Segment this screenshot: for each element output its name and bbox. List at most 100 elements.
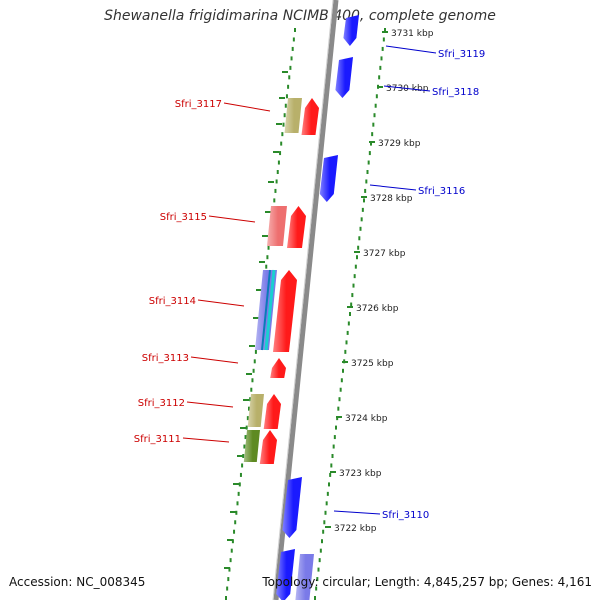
left-dotted-border [233,529,236,534]
left-dotted-border [249,397,252,402]
scale-tick-label: 3729 kbp [378,139,421,149]
right-dotted-border [318,558,321,563]
gene-block-3115 [267,206,287,246]
right-dotted-border [384,28,386,32]
right-dotted-border [314,596,316,600]
scale-tick-label: 3724 kbp [345,414,388,424]
left-dotted-border [235,510,238,515]
right-dotted-border [365,179,368,184]
forward-gene-leader [190,356,239,364]
right-dotted-border [367,160,370,165]
right-dotted-border [336,416,339,421]
right-dotted-border [354,264,357,269]
right-dotted-border [338,397,341,402]
left-dotted-border [244,435,247,440]
right-dotted-border [371,132,374,137]
left-dotted-border [246,416,249,421]
left-dotted-border [273,198,276,203]
scale-tick-label: 3727 kbp [363,249,406,259]
left-dotted-border [274,188,277,193]
reverse-gene-leader [385,45,437,54]
left-dotted-border [241,463,244,468]
forward-gene-3112 [263,394,281,429]
reverse-gene-3116 [319,155,338,202]
right-dotted-border [359,226,362,231]
genome-backbone-highlight [272,0,334,600]
forward-gene-label: Sfri_3111 [134,434,181,445]
right-dotted-border [374,103,377,108]
left-dotted-border [254,349,257,354]
forward-gene-leader [186,401,234,408]
reverse-gene-label: Sfri_3119 [438,49,485,60]
left-dotted-border [288,75,291,80]
left-dotted-border [281,132,284,137]
forward-gene-label: Sfri_3112 [138,398,185,409]
map-title: Shewanella frigidimarina NCIMB 400, comp… [104,8,496,24]
right-dotted-border [332,444,335,449]
left-dotted-border [294,28,296,32]
scale-tick-label: 3726 kbp [356,304,399,314]
left-dotted-border [250,387,253,392]
right-dotted-border [344,349,347,354]
right-dotted-border [379,65,382,70]
left-dotted-border [225,596,227,600]
right-dotted-border [347,321,350,326]
forward-gene-3111 [259,430,277,464]
left-dotted-border [277,160,280,165]
right-dotted-border [360,217,363,222]
left-dotted-border [230,548,233,553]
right-dotted-border [345,340,348,345]
reverse-gene-leader [369,184,417,191]
reverse-gene-3119 [343,15,359,46]
forward-gene-label: Sfri_3114 [149,296,196,307]
left-dotted-border [226,586,229,591]
left-dotted-border [290,56,293,61]
right-dotted-border [375,94,378,99]
left-dotted-border [265,264,268,269]
scale-tick-label: 3725 kbp [351,359,394,369]
right-dotted-border [372,122,375,127]
left-dotted-border [251,378,254,383]
left-dotted-border [253,359,256,364]
reverse-gene-label: Sfri_3110 [382,510,429,521]
left-dotted-border [228,567,231,572]
left-dotted-border [275,179,278,184]
reverse-gene-leader [383,85,431,92]
right-dotted-border [373,113,376,118]
scale-tick-label: 3723 kbp [339,469,382,479]
reverse-gene-label: Sfri_3116 [418,186,465,197]
right-dotted-border [335,425,337,430]
forward-gene-leader [223,102,271,112]
forward-gene-leader [197,299,245,307]
right-dotted-border [337,406,340,411]
forward-gene-label: Sfri_3115 [160,212,207,223]
left-dotted-border [287,84,290,89]
right-dotted-border [315,586,318,591]
right-dotted-border [329,472,332,477]
right-dotted-border [321,539,323,544]
gene-block-3111 [243,430,260,462]
left-dotted-border [229,558,232,563]
left-dotted-border [239,472,242,477]
left-dotted-border [243,444,246,449]
forward-gene-leader [208,215,256,223]
scale-tick-label: 3728 kbp [370,194,413,204]
reverse-gene-3110b [276,549,295,600]
right-dotted-border [323,520,326,525]
right-dotted-border [351,293,354,298]
reverse-gene-leader [333,510,381,515]
reverse-gene-3118 [335,57,353,98]
right-dotted-border [326,491,329,496]
right-dotted-border [378,75,381,80]
accession-label: Accession: NC_008345 [9,575,146,589]
scale-tick-label: 3731 kbp [391,29,434,39]
gene-block-3117 [284,98,302,133]
right-dotted-border [352,283,355,288]
left-dotted-border [285,94,288,99]
reverse-gene-3110 [282,477,302,538]
forward-gene-3115 [287,206,306,248]
gene-stripe [264,269,276,351]
right-dotted-border [331,454,334,458]
right-dotted-border [319,548,322,553]
